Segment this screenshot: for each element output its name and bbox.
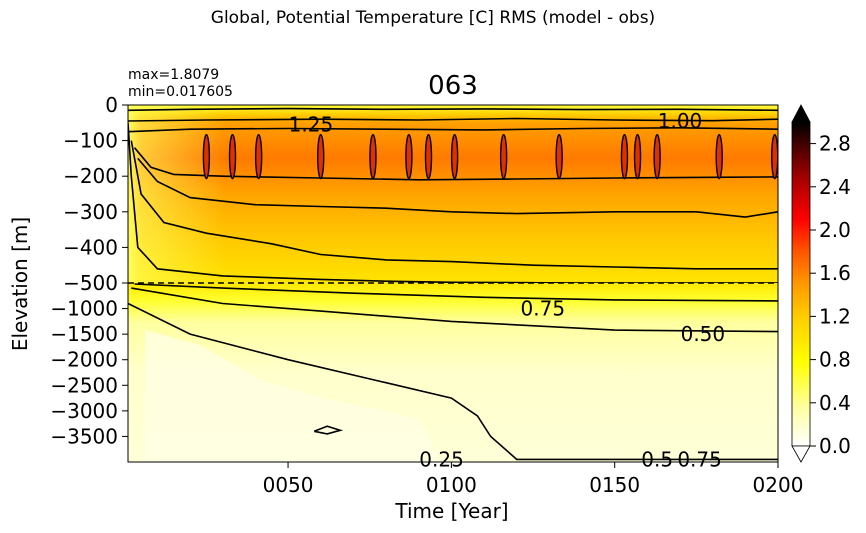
y-axis-label: Elevation [m] [8, 217, 32, 351]
colorbar [791, 121, 811, 447]
x-tick-label: 0200 [753, 473, 804, 497]
colorbar-tick-label: 1.6 [819, 261, 851, 285]
spike-feature [405, 133, 413, 180]
figure-suptitle: Global, Potential Temperature [C] RMS (m… [210, 8, 656, 28]
contour-label: 0.75 [677, 447, 722, 471]
spike-feature [715, 133, 723, 180]
chart-title: 063 [428, 71, 478, 101]
y-tick-label: −2000 [50, 348, 118, 372]
axis-ticks: 0050 0100 0150 0200 0 −100 −200 −300 −400 −500−10… [50, 93, 803, 497]
upper-contour-layer [128, 107, 778, 283]
spike-feature [202, 133, 211, 180]
max-stat: max=1.8079 [128, 67, 220, 83]
spike-feature [254, 133, 263, 180]
colorbar-tick-label: 2.0 [819, 218, 851, 242]
contour-label: 0.25 [419, 447, 464, 471]
contour-line-7 [134, 283, 778, 302]
x-tick-label: 0050 [263, 473, 314, 497]
x-axis-label: Time [Year] [394, 499, 508, 523]
y-tick-label: −300 [63, 200, 118, 224]
spike-feature [633, 133, 642, 180]
upper-panel-left-fade [128, 105, 778, 283]
spike-feature [228, 133, 237, 180]
colorbar-tick-label: 2.4 [819, 175, 851, 199]
contour-line-8 [131, 287, 778, 333]
contour-line-6 [128, 122, 778, 283]
lower-pale-region [145, 330, 440, 462]
colorbar-tick-label: 0.0 [819, 434, 851, 458]
colorbar-ticks: 0.0 0.4 0.8 1.2 1.6 2.0 2.4 2.8 [810, 132, 851, 458]
contour-line-9 [128, 302, 778, 461]
contour-label: 0.5 [641, 447, 673, 471]
spike-feature [653, 133, 661, 180]
contour-label: 1.25 [289, 113, 334, 137]
spike-feature [620, 133, 629, 180]
contour-line-3 [133, 147, 778, 181]
contour-label: 1.00 [658, 109, 703, 133]
contour-line-1 [128, 117, 778, 122]
contour-line-4 [137, 157, 778, 218]
colorbar-max-arrow [791, 104, 811, 123]
contour-line-10 [313, 425, 344, 435]
y-tick-label: 0 [105, 93, 118, 117]
contour-label: 0.75 [521, 297, 566, 321]
colorbar-tick-label: 0.4 [819, 391, 851, 415]
y-tick-label: −100 [63, 129, 118, 153]
contour-labels: 1.25 1.000.750.500.25 0.5 0.75 [289, 109, 725, 471]
min-stat: min=0.017605 [128, 84, 233, 100]
y-tick-label: −400 [63, 235, 118, 259]
y-tick-label: −1500 [50, 322, 118, 346]
y-tick-label: −3000 [50, 399, 118, 423]
y-tick-label: −1000 [50, 297, 118, 321]
y-tick-label: −200 [63, 164, 118, 188]
colorbar-tick-label: 0.8 [819, 348, 851, 372]
y-tick-label: −3500 [50, 424, 118, 448]
contour-label: 0.50 [681, 322, 726, 346]
spike-feature [771, 133, 778, 180]
y-tick-label: −500 [63, 271, 118, 295]
contour-line-0 [128, 107, 778, 112]
lower-contour-layer [128, 283, 778, 461]
spike-feature [555, 133, 563, 180]
y-tick-label: −2500 [50, 373, 118, 397]
spike-feature [369, 133, 377, 180]
spike-layer [202, 133, 778, 180]
spike-feature [424, 133, 433, 180]
spike-feature [317, 133, 325, 180]
contour-line-2 [128, 126, 778, 133]
contour-line-5 [130, 140, 778, 270]
x-tick-label: 0150 [589, 473, 640, 497]
colorbar-min-arrow [791, 445, 811, 463]
colorbar-tick-label: 2.8 [819, 132, 851, 156]
x-tick-label: 0100 [426, 473, 477, 497]
colorbar-tick-label: 1.2 [819, 304, 851, 328]
spike-feature [450, 133, 459, 180]
spike-feature [499, 133, 508, 180]
